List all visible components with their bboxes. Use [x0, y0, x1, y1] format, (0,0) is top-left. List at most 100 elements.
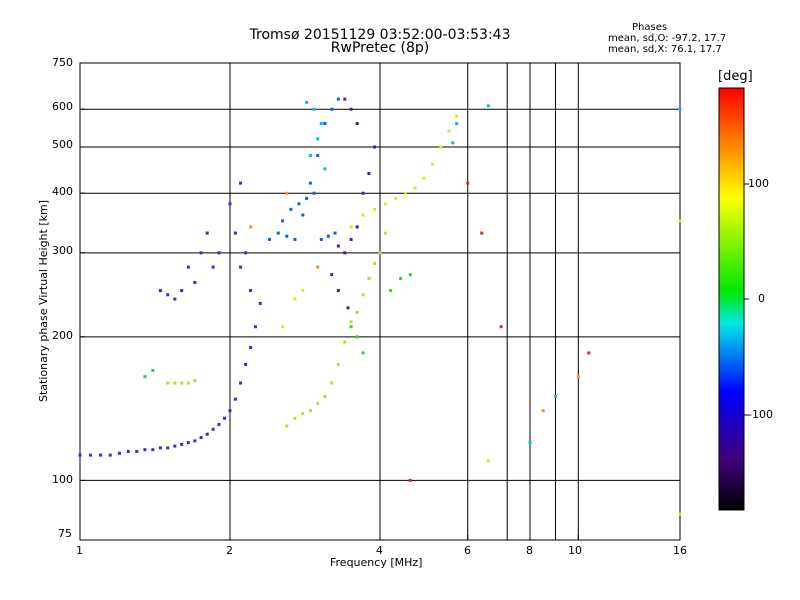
data-point [301, 412, 305, 416]
data-point [330, 273, 334, 277]
data-point [312, 191, 316, 195]
data-point [289, 207, 293, 211]
plot-area [78, 62, 682, 541]
data-point [587, 351, 591, 355]
data-point [316, 401, 320, 405]
data-point [285, 191, 289, 195]
data-point [301, 289, 305, 293]
colorbar-gradient [719, 88, 744, 510]
data-point [336, 289, 340, 293]
data-point [267, 237, 271, 241]
data-point [486, 459, 490, 463]
data-point [361, 191, 365, 195]
data-point [151, 368, 155, 372]
phase-heading: Phases [632, 22, 668, 33]
data-point [343, 97, 347, 101]
data-point [323, 122, 327, 126]
data-point [336, 362, 340, 366]
data-point [336, 244, 340, 248]
data-point [293, 416, 297, 420]
data-point [361, 351, 365, 355]
data-point [228, 202, 232, 206]
data-point [293, 237, 297, 241]
data-point [373, 261, 377, 265]
x-tick-label: 1 [76, 544, 83, 557]
y-tick-label: 300 [52, 244, 73, 257]
data-point [308, 181, 312, 185]
data-point [186, 381, 190, 385]
data-point [217, 422, 221, 426]
data-point [541, 409, 545, 413]
grid-lines [80, 63, 681, 540]
data-point [239, 381, 243, 385]
data-point [193, 439, 197, 443]
data-point [389, 289, 393, 293]
data-point [316, 153, 320, 157]
y-tick-label: 200 [52, 329, 73, 342]
data-point [346, 306, 350, 310]
data-point [193, 280, 197, 284]
data-point [447, 129, 451, 133]
y-tick-label: 75 [58, 527, 72, 540]
data-point [499, 325, 503, 329]
phase-stats-o: mean, sd,O: -97.2, 17.7 [608, 33, 727, 44]
data-point [281, 219, 285, 223]
data-point [166, 293, 170, 297]
data-point [349, 320, 353, 324]
data-point [199, 251, 203, 255]
data-point [223, 416, 227, 420]
data-point [249, 289, 253, 293]
data-point [323, 167, 327, 171]
data-point [135, 449, 139, 453]
data-point [486, 104, 490, 108]
data-point [228, 409, 232, 413]
data-point [199, 436, 203, 440]
x-axis-label: Frequency [MHz] [330, 556, 423, 569]
data-point [126, 449, 130, 453]
data-point [143, 448, 147, 452]
data-point [305, 100, 309, 104]
data-point [253, 325, 257, 329]
data-point [239, 181, 243, 185]
data-point [186, 441, 190, 445]
data-point [173, 381, 177, 385]
data-point [205, 432, 209, 436]
data-point [408, 478, 412, 482]
data-point [323, 394, 327, 398]
data-point [193, 378, 197, 382]
chart-subtitle: RwPretec (8p) [330, 40, 430, 56]
data-point [343, 340, 347, 344]
data-point [285, 234, 289, 238]
data-point [553, 394, 557, 398]
data-point [319, 237, 323, 241]
data-point [373, 145, 377, 149]
data-point [367, 277, 371, 281]
data-point [349, 325, 353, 329]
data-point [173, 444, 177, 448]
data-point [211, 265, 215, 269]
data-point [180, 289, 184, 293]
data-point [408, 273, 412, 277]
data-point [249, 345, 253, 349]
data-point [180, 381, 184, 385]
y-tick-label: 500 [52, 138, 73, 151]
data-point [312, 107, 316, 111]
data-point [89, 453, 93, 457]
x-tick-label: 4 [376, 544, 383, 557]
data-point [166, 446, 170, 450]
data-point [158, 446, 162, 450]
data-point [383, 231, 387, 235]
data-point [217, 251, 221, 255]
data-point [211, 427, 215, 431]
data-point [455, 122, 459, 126]
x-tick-label: 2 [226, 544, 233, 557]
data-point [281, 325, 285, 329]
data-point [422, 176, 426, 180]
data-point [244, 362, 248, 366]
data-point [158, 289, 162, 293]
data-point [466, 181, 470, 185]
data-point [151, 448, 155, 452]
y-tick-label: 100 [52, 473, 73, 486]
data-point [117, 451, 121, 455]
colorbar [718, 87, 749, 511]
